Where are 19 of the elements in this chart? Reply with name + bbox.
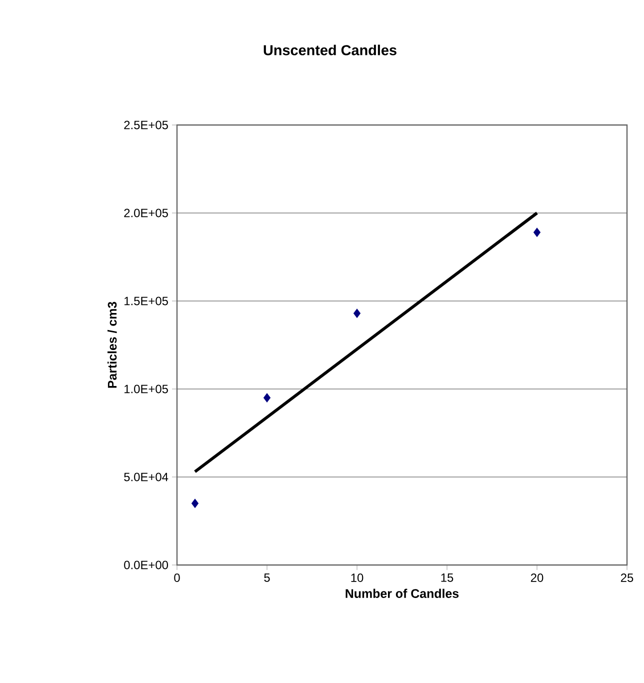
y-tick-label: 0.0E+00 <box>124 560 168 570</box>
x-tick-label: 25 <box>620 574 634 582</box>
x-axis-title: Number of Candles <box>346 588 459 598</box>
x-tick-label: 20 <box>530 574 544 582</box>
point <box>353 308 361 318</box>
y-tick-label: 1.0E+05 <box>124 384 168 394</box>
point <box>533 228 541 238</box>
x-tick-label: 5 <box>264 574 270 582</box>
x-tick-label: 10 <box>351 574 364 582</box>
y-tick-label: 2.0E+05 <box>124 208 168 218</box>
y-tick-label: 1.5E+05 <box>124 296 168 306</box>
x-tick-label: 15 <box>441 574 454 582</box>
y-tick-label: 5.0E+04 <box>124 472 168 482</box>
y-axis-title: Particles / cm3 <box>107 302 117 388</box>
point <box>263 393 271 402</box>
y-tick-label: 2.5E+05 <box>124 120 168 130</box>
chart-title: Unscented Candles <box>264 44 396 56</box>
point <box>191 498 199 508</box>
x-tick-label: 0 <box>174 574 180 582</box>
